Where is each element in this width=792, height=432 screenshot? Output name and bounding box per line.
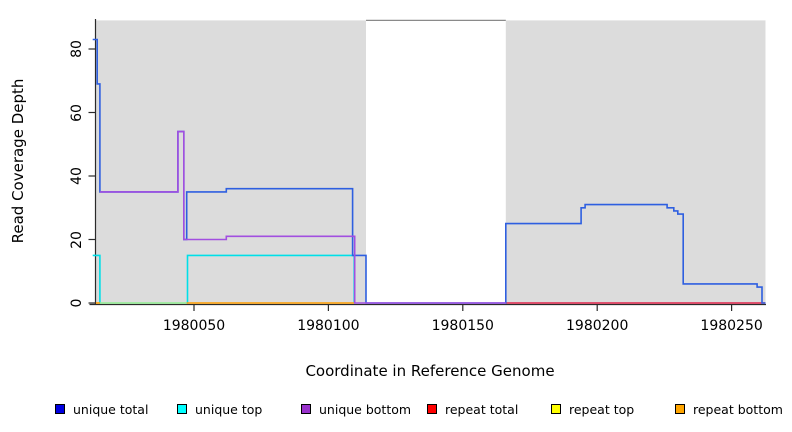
- x-tick-label: 1980150: [431, 318, 494, 334]
- legend-swatch-repeat-top: [551, 404, 561, 414]
- legend-item-unique-bottom: unique bottom: [301, 401, 412, 417]
- y-tick-label: 60: [69, 103, 85, 122]
- legend-item-unique-total: unique total: [55, 401, 149, 417]
- plot-area: [88, 19, 766, 311]
- legend-item-unique-top: unique top: [177, 401, 263, 417]
- shaded-region: [505, 20, 766, 304]
- legend-item-repeat-bottom: repeat bottom: [675, 401, 783, 417]
- legend-label: repeat bottom: [693, 401, 783, 417]
- legend-swatch-unique-bottom: [301, 404, 311, 414]
- x-tick-label: 1980200: [566, 318, 629, 334]
- y-tick-label: 80: [69, 40, 85, 58]
- legend-swatch-unique-total: [55, 404, 65, 414]
- y-tick-label: 40: [69, 167, 85, 185]
- legend-label: repeat total: [445, 401, 519, 417]
- legend-item-repeat-total: repeat total: [427, 401, 519, 417]
- shaded-region: [95, 20, 366, 304]
- y-axis-title: Read Coverage Depth: [9, 78, 27, 244]
- x-tick-label: 1980100: [297, 318, 360, 334]
- legend-label: unique top: [195, 401, 263, 417]
- legend-swatch-unique-top: [177, 404, 187, 414]
- legend-label: unique bottom: [319, 401, 412, 417]
- legend-swatch-repeat-bottom: [675, 404, 685, 414]
- y-tick-label: 20: [69, 230, 85, 249]
- y-tick-label: 0: [69, 298, 85, 308]
- legend-swatch-repeat-total: [427, 404, 437, 414]
- legend-label: unique total: [73, 401, 149, 417]
- legend-label: repeat top: [569, 401, 635, 417]
- x-tick-label: 1980250: [700, 318, 763, 334]
- x-tick-label: 1980050: [162, 318, 226, 334]
- x-axis-title: Coordinate in Reference Genome: [305, 362, 555, 380]
- legend-item-repeat-top: repeat top: [551, 401, 635, 417]
- series-line-unique-bottom: [99, 130, 506, 304]
